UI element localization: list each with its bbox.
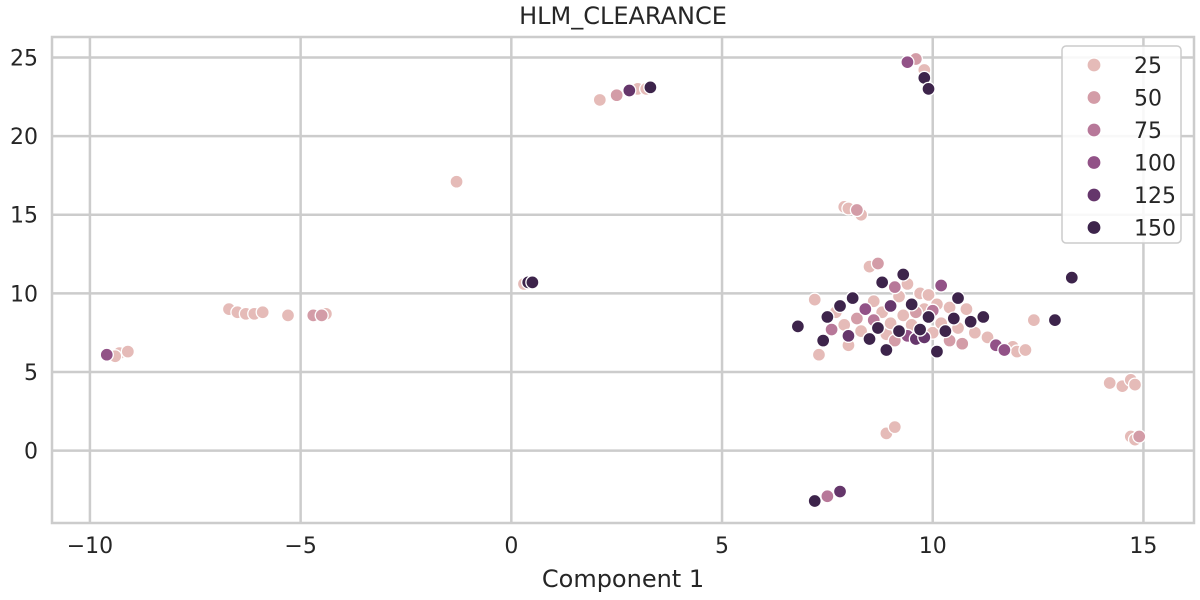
x-tick-label: −5: [284, 534, 316, 559]
x-tick-label: −10: [67, 534, 113, 559]
scatter-point: [946, 311, 961, 326]
y-axis-ticks: 0 5 10 15 20 25: [10, 46, 38, 464]
y-tick-label: 0: [24, 440, 38, 465]
scatter-point: [790, 319, 806, 334]
legend-label: 150: [1134, 217, 1176, 242]
scatter-point: [1127, 377, 1143, 392]
legend-marker: [1086, 187, 1102, 203]
scatter-point: [807, 493, 822, 509]
scatter-point: [849, 311, 865, 326]
scatter-point: [976, 309, 991, 325]
scatter-point: [1026, 312, 1042, 328]
scatter-point: [824, 322, 839, 337]
legend-marker: [1086, 219, 1102, 236]
scatter-point: [963, 314, 978, 329]
scatter-point: [314, 308, 329, 323]
y-tick-label: 25: [10, 46, 38, 71]
scatter-point: [891, 323, 907, 339]
scatter-point: [900, 55, 915, 70]
x-axis-label: Component 1: [542, 565, 704, 593]
x-tick-label: 0: [504, 534, 518, 559]
y-tick-label: 5: [24, 361, 38, 386]
scatter-point: [912, 322, 928, 337]
scatter-point: [950, 290, 966, 306]
legend-label: 75: [1134, 119, 1162, 144]
legend-marker: [1086, 122, 1102, 138]
scatter-point: [449, 174, 464, 189]
chart-title: HLM_CLEARANCE: [519, 2, 727, 30]
scatter-point: [896, 267, 911, 282]
legend-label: 100: [1134, 152, 1176, 177]
scatter-point: [862, 331, 877, 347]
scatter-point: [120, 344, 136, 359]
scatter-point: [845, 290, 860, 306]
scatter-point: [622, 83, 637, 98]
scatter-point: [879, 342, 894, 358]
legend-frame: [1061, 45, 1182, 244]
scatter-point: [904, 297, 919, 312]
scatter-point: [816, 333, 831, 348]
scatter-point: [955, 336, 970, 351]
scatter-point: [959, 301, 974, 317]
grid: [52, 37, 1194, 523]
x-axis-ticks: −10 −5 0 5 10 15: [67, 534, 1158, 559]
scatter-point: [1102, 375, 1117, 391]
scatter-point: [921, 287, 936, 303]
scatter-point: [841, 328, 856, 343]
scatter-point: [938, 323, 953, 339]
scatter-point: [832, 298, 848, 314]
scatter-point: [280, 308, 296, 323]
scatter-point: [609, 88, 624, 103]
scatter-point: [921, 309, 936, 325]
scatter-point: [1064, 270, 1079, 285]
y-tick-label: 15: [10, 204, 38, 229]
y-tick-label: 10: [10, 282, 38, 307]
scatter-point: [875, 275, 890, 290]
legend-label: 50: [1134, 87, 1162, 112]
scatter-point: [870, 320, 886, 336]
scatter-point: [820, 309, 835, 325]
legend-label: 25: [1134, 54, 1162, 79]
scatter-point: [858, 301, 873, 317]
legend: 25 50 75 100 125 150: [1061, 45, 1182, 244]
scatter-point: [525, 275, 540, 290]
legend-marker: [1086, 89, 1102, 106]
scatter-point: [1047, 312, 1063, 328]
scatter-point: [255, 305, 270, 320]
plot-frame: [50, 35, 1196, 525]
scatter-point: [929, 344, 945, 359]
x-tick-label: 5: [715, 534, 729, 559]
scatter-point: [887, 419, 902, 435]
legend-label: 125: [1134, 184, 1176, 209]
scatter-point: [592, 92, 607, 108]
x-tick-label: 15: [1129, 534, 1157, 559]
plot-background: [52, 37, 1194, 523]
scatter-point: [934, 278, 949, 293]
legend-marker: [1086, 57, 1102, 73]
data-points: [99, 51, 1147, 509]
scatter-point: [870, 256, 886, 271]
scatter-point: [887, 279, 902, 295]
scatter-point: [1018, 342, 1033, 358]
scatter-point: [883, 298, 898, 314]
scatter-point: [643, 80, 658, 95]
scatter-point: [807, 292, 822, 307]
scatter-point: [820, 489, 835, 504]
scatter-point: [811, 347, 827, 362]
legend-marker: [1086, 154, 1102, 171]
x-tick-label: 10: [919, 534, 947, 559]
scatter-point: [99, 347, 114, 362]
scatter-point: [832, 484, 848, 499]
scatter-point: [849, 202, 865, 218]
y-tick-label: 20: [10, 125, 38, 150]
scatter-point: [1132, 429, 1147, 444]
scatter-point: [997, 342, 1012, 358]
scatter-point: [921, 81, 936, 97]
